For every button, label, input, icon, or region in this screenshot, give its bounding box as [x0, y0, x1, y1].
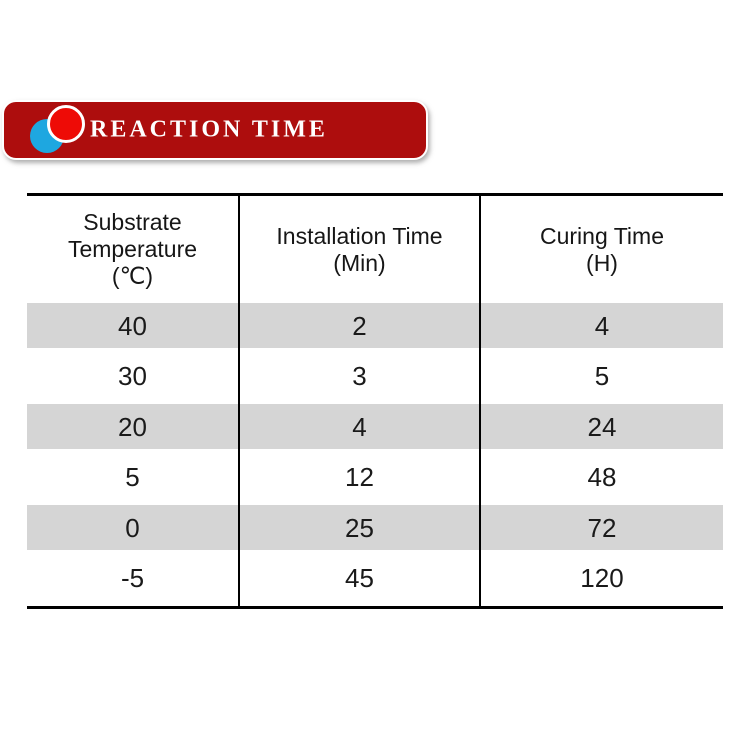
table-cell-curing-time: 48: [587, 462, 617, 492]
header-line: Temperature: [67, 236, 198, 262]
table-cell-curing-time: 120: [580, 563, 624, 593]
table-cell-installation-time: 45: [240, 550, 481, 606]
table-body: 40 2 4 30 3 5 20 4 24 5 12 48 0 25 72 -5 45 120: [27, 303, 723, 606]
red-circle-icon: [47, 105, 85, 143]
table-cell-installation-time: 4: [240, 404, 481, 449]
table-cell-installation-time: 2: [240, 303, 481, 348]
table-cell-substrate-temperature: -5: [27, 550, 240, 606]
table-row: 5 12 48: [27, 449, 723, 505]
table-cell-installation-time: 3: [240, 348, 481, 404]
table-cell-curing-time: 4: [594, 310, 610, 341]
section-title: REACTION TIME: [90, 116, 328, 143]
table-cell-substrate-temperature: 5: [27, 449, 240, 505]
header-line: (℃): [111, 263, 154, 289]
table-cell-curing-time: 24: [587, 411, 617, 442]
table-cell-installation-time: 12: [240, 449, 481, 505]
table-cell-installation-time: 25: [240, 505, 481, 550]
header-line: (H): [586, 249, 618, 276]
table-row: 30 3 5: [27, 348, 723, 404]
table-row: 20 4 24: [27, 404, 723, 449]
column-header-installation-time: Installation Time (Min): [240, 196, 481, 303]
table-row: 40 2 4: [27, 303, 723, 348]
table-header-row: Substrate Temperature (℃) Installation Time…: [27, 196, 723, 303]
header-line: Installation Time: [276, 222, 443, 249]
table-cell-substrate-temperature: 0: [27, 505, 240, 550]
header-line: Substrate: [83, 209, 182, 235]
table-cell-substrate-temperature: 20: [27, 404, 240, 449]
table-cell-substrate-temperature: 30: [27, 348, 240, 404]
table-cell-curing-time: 72: [587, 512, 617, 543]
reaction-time-table: Substrate Temperature (℃) Installation Time…: [27, 193, 723, 609]
column-header-curing-time: Curing Time (H): [481, 196, 723, 303]
column-header-substrate-temperature: Substrate Temperature (℃): [27, 196, 240, 303]
table-cell-curing-time: 5: [594, 361, 610, 391]
header-line: Curing Time: [540, 222, 664, 249]
header-line: (Min): [333, 249, 386, 276]
table-row: 0 25 72: [27, 505, 723, 550]
section-banner: REACTION TIME: [2, 100, 428, 160]
overlapping-circles-icon: [30, 104, 88, 156]
table-row: -5 45 120: [27, 550, 723, 606]
table-cell-substrate-temperature: 40: [27, 303, 240, 348]
